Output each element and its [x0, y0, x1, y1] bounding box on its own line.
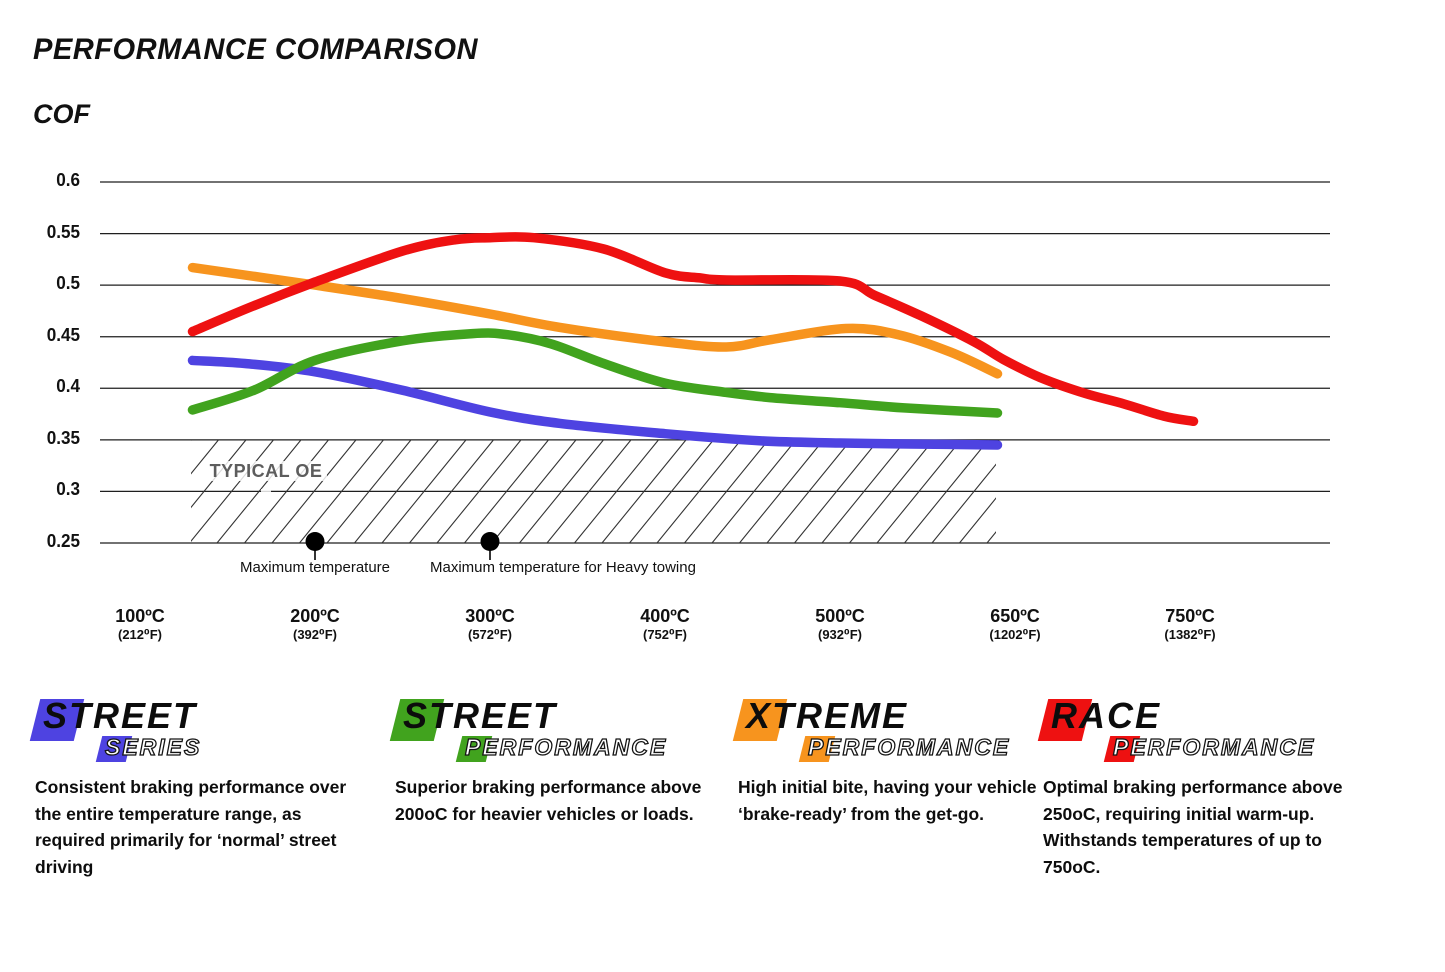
- legend-item-street-performance: STREET PERFORMANCE Superior braking perfor…: [389, 695, 725, 824]
- x-tick-celsius: 650ºC: [990, 606, 1040, 626]
- x-axis-tick-label: 650ºC (1202⁰F): [927, 606, 1103, 643]
- brand-subword: SERIES: [104, 733, 202, 760]
- y-axis-tick-label: 0.6: [56, 170, 80, 190]
- legend-item-xtreme-performance: XTREME PERFORMANCE High initial bite, havi…: [732, 695, 1068, 824]
- chart-canvas: [100, 181, 1330, 560]
- y-axis-tick-label: 0.4: [56, 376, 80, 397]
- brand-word: XTREME: [746, 695, 909, 736]
- brand-word: STREET: [43, 695, 198, 736]
- brand-logo-street-performance: STREET PERFORMANCE: [389, 695, 725, 766]
- x-axis-tick-label: 400ºC (752⁰F): [577, 606, 753, 643]
- page-title: PERFORMANCE COMPARISON: [33, 33, 479, 66]
- x-tick-celsius: 300ºC: [465, 606, 515, 626]
- performance-chart: 0.6 0.55 0.5 0.45 0.4 0.35 0.3 0.25 100ºC (212⁰F)…: [46, 170, 1330, 643]
- oe-friction-hatch: [191, 439, 996, 544]
- brand-logo-street-series: STREET SERIES: [29, 695, 365, 766]
- brand-logo-xtreme-performance: XTREME PERFORMANCE: [732, 695, 1068, 766]
- oe-friction-label-line1: TYPICAL OE: [204, 461, 328, 481]
- x-tick-fahrenheit: (572⁰F): [468, 627, 512, 642]
- x-tick-fahrenheit: (212⁰F): [118, 627, 162, 642]
- legend-item-race-performance: RACE PERFORMANCE Optimal braking performan…: [1037, 695, 1373, 877]
- x-tick-celsius: 750ºC: [1165, 606, 1215, 626]
- y-axis-tick-label: 0.35: [46, 427, 80, 448]
- y-axis-tick-label: 0.55: [46, 221, 80, 242]
- temp-marker-dot: [305, 532, 325, 551]
- series-line-xtreme-performance: [187, 262, 1003, 379]
- y-axis-tick-label: 0.45: [46, 324, 80, 345]
- brand-subword-row: SERIES: [95, 733, 200, 764]
- brand-word: RACE: [1051, 695, 1162, 736]
- x-tick-fahrenheit: (1202⁰F): [989, 627, 1041, 642]
- brand-subword: PERFORMANCE: [464, 733, 668, 760]
- y-axis-tick-label: 0.25: [46, 531, 80, 551]
- product-description: Consistent braking performance over the …: [35, 777, 347, 877]
- brand-subword-row: PERFORMANCE: [1103, 733, 1314, 764]
- x-tick-celsius: 100ºC: [115, 606, 165, 626]
- y-axis-tick-label: 0.5: [56, 273, 80, 294]
- annotation-heavy-towing: Maximum temperature for Heavy towing4WDs…: [430, 559, 810, 578]
- x-tick-celsius: 500ºC: [815, 606, 865, 626]
- x-axis-tick-label: 100ºC (212⁰F): [52, 606, 228, 643]
- brand-subword: PERFORMANCE: [807, 733, 1011, 760]
- x-tick-celsius: 200ºC: [290, 606, 340, 626]
- series-line-street-series: [187, 355, 1003, 450]
- oe-friction-label: TYPICAL OEFRICTION: [191, 457, 341, 513]
- brand-subword-row: PERFORMANCE: [455, 733, 666, 764]
- x-tick-fahrenheit: (752⁰F): [643, 627, 687, 642]
- temp-marker-dot: [480, 532, 500, 551]
- series-line-street-performance: [187, 328, 1003, 418]
- product-description: Optimal braking performance above 250oC,…: [1043, 777, 1343, 877]
- x-tick-fahrenheit: (1382⁰F): [1164, 627, 1216, 642]
- oe-friction-label-line2: [261, 489, 271, 509]
- brand-subword: PERFORMANCE: [1112, 733, 1316, 760]
- y-axis-tick-label: 0.3: [56, 479, 80, 500]
- product-description: High initial bite, having your vehicle ‘…: [738, 777, 1037, 824]
- annotation-line1: Maximum temperature: [239, 559, 391, 576]
- brand-word: STREET: [403, 695, 558, 736]
- legend-item-street-series: STREET SERIES Consistent braking performan…: [29, 695, 365, 877]
- brand-subword-row: PERFORMANCE: [798, 733, 1009, 764]
- x-axis-tick-label: 300ºC (572⁰F): [402, 606, 578, 643]
- product-description: Superior braking performance above 200oC…: [395, 777, 702, 824]
- x-tick-fahrenheit: (932⁰F): [818, 627, 862, 642]
- y-axis-title: COF: [33, 99, 90, 129]
- series-line-race-performance: [187, 232, 1199, 427]
- x-tick-celsius: 400ºC: [640, 606, 690, 626]
- x-axis-tick-label: 200ºC (392⁰F): [227, 606, 403, 643]
- x-tick-fahrenheit: (392⁰F): [293, 627, 337, 642]
- x-axis-tick-label: 750ºC (1382⁰F): [1102, 606, 1278, 643]
- brand-logo-race-performance: RACE PERFORMANCE: [1037, 695, 1373, 766]
- annotation-line1: Maximum temperature for Heavy towing: [430, 559, 696, 576]
- x-axis-tick-label: 500ºC (932⁰F): [752, 606, 928, 643]
